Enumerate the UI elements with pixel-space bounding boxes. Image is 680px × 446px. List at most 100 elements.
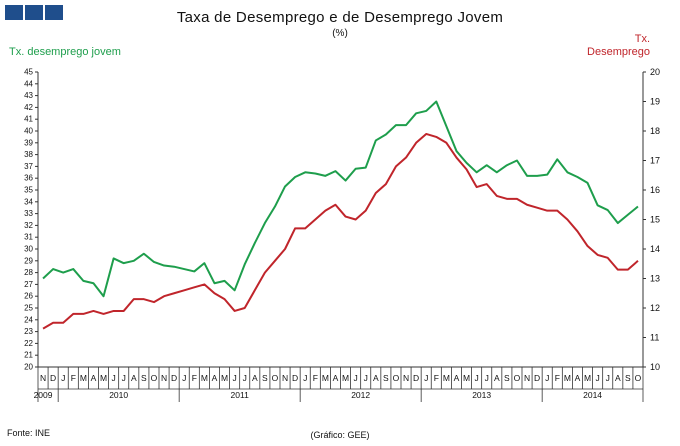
month-tick-label: D xyxy=(534,373,540,383)
left-axis-tick-label: 44 xyxy=(24,79,33,88)
month-tick-label: J xyxy=(606,373,610,383)
month-tick-label: M xyxy=(80,373,87,383)
month-tick-label: A xyxy=(575,373,581,383)
right-axis-tick-label: 14 xyxy=(650,244,660,254)
left-axis-legend: Tx. desemprego jovem xyxy=(9,46,121,58)
left-axis-tick-label: 20 xyxy=(24,363,33,372)
month-tick-label: N xyxy=(282,373,288,383)
month-tick-label: A xyxy=(333,373,339,383)
month-tick-label: O xyxy=(272,373,279,383)
chart-credit: (Gráfico: GEE) xyxy=(310,430,370,440)
logo-block xyxy=(25,5,43,20)
month-tick-label: J xyxy=(424,373,428,383)
left-axis-tick-label: 32 xyxy=(24,221,33,230)
total-unemployment-line xyxy=(42,132,639,330)
month-tick-label: J xyxy=(475,373,479,383)
right-legend-line1: Tx. xyxy=(634,33,650,45)
month-tick-label: D xyxy=(171,373,177,383)
month-tick-label: A xyxy=(131,373,137,383)
month-tick-label: F xyxy=(192,373,197,383)
month-tick-label: M xyxy=(564,373,571,383)
month-tick-label: A xyxy=(454,373,460,383)
month-tick-label: M xyxy=(443,373,450,383)
left-axis-tick-label: 41 xyxy=(24,115,33,124)
month-tick-label: J xyxy=(545,373,549,383)
month-tick-label: O xyxy=(393,373,400,383)
month-tick-label: M xyxy=(463,373,470,383)
month-tick-label: N xyxy=(161,373,167,383)
left-axis-tick-label: 45 xyxy=(24,68,33,77)
right-axis-tick-label: 15 xyxy=(650,215,660,225)
month-tick-label: A xyxy=(494,373,500,383)
month-tick-label: A xyxy=(212,373,218,383)
month-tick-label: F xyxy=(71,373,76,383)
left-axis-tick-label: 42 xyxy=(24,103,33,112)
month-tick-label: A xyxy=(373,373,379,383)
month-tick-label: J xyxy=(596,373,600,383)
left-axis-tick-label: 34 xyxy=(24,197,33,206)
left-axis-tick-label: 33 xyxy=(24,209,33,218)
left-axis-tick-label: 22 xyxy=(24,339,33,348)
month-tick-label: D xyxy=(292,373,298,383)
left-axis-tick-label: 28 xyxy=(24,268,33,277)
month-tick-label: J xyxy=(182,373,186,383)
month-tick-label: J xyxy=(112,373,116,383)
right-axis-tick-label: 20 xyxy=(650,67,660,77)
left-axis-tick-label: 21 xyxy=(24,351,33,360)
left-axis-tick-label: 39 xyxy=(24,138,33,147)
logo-block xyxy=(5,5,23,20)
month-tick-label: M xyxy=(201,373,208,383)
left-axis-tick-label: 29 xyxy=(24,256,33,265)
month-tick-label: A xyxy=(91,373,97,383)
month-tick-label: J xyxy=(122,373,126,383)
right-axis-tick-label: 12 xyxy=(650,303,660,313)
month-tick-label: J xyxy=(243,373,247,383)
right-axis-tick-label: 16 xyxy=(650,185,660,195)
year-label: 2011 xyxy=(231,390,250,400)
month-tick-label: S xyxy=(625,373,631,383)
year-label: 2010 xyxy=(109,390,128,400)
left-axis-tick-label: 36 xyxy=(24,174,33,183)
month-tick-label: M xyxy=(584,373,591,383)
right-axis-tick-label: 11 xyxy=(650,333,659,343)
year-label: 2012 xyxy=(351,390,370,400)
month-tick-label: D xyxy=(50,373,56,383)
chart-title: Taxa de Desemprego e de Desemprego Jovem xyxy=(176,9,504,26)
month-tick-label: O xyxy=(514,373,521,383)
right-axis-tick-label: 18 xyxy=(650,126,660,136)
month-tick-label: J xyxy=(233,373,237,383)
month-tick-label: F xyxy=(555,373,560,383)
chart-subtitle: (%) xyxy=(332,28,348,39)
source-note: Fonte: INE xyxy=(7,428,51,438)
month-tick-label: S xyxy=(262,373,268,383)
left-axis-tick-label: 38 xyxy=(24,150,33,159)
month-tick-label: M xyxy=(100,373,107,383)
left-axis-tick-label: 27 xyxy=(24,280,33,289)
month-tick-label: O xyxy=(635,373,642,383)
month-tick-label: F xyxy=(434,373,439,383)
right-legend-line2: Desemprego xyxy=(587,46,650,58)
month-tick-label: D xyxy=(413,373,419,383)
month-tick-label: J xyxy=(303,373,307,383)
month-tick-label: M xyxy=(322,373,329,383)
left-axis-tick-label: 43 xyxy=(24,91,33,100)
month-tick-label: S xyxy=(383,373,389,383)
left-axis-tick-label: 24 xyxy=(24,315,33,324)
youth-unemployment-line xyxy=(42,100,639,298)
month-tick-label: F xyxy=(313,373,318,383)
left-axis-tick-label: 25 xyxy=(24,304,33,313)
month-tick-label: S xyxy=(504,373,510,383)
logo-block xyxy=(45,5,63,20)
left-axis-tick-label: 40 xyxy=(24,127,33,136)
year-label: 2013 xyxy=(472,390,491,400)
left-axis-tick-label: 26 xyxy=(24,292,33,301)
month-tick-label: M xyxy=(342,373,349,383)
month-tick-label: J xyxy=(364,373,368,383)
month-tick-label: J xyxy=(61,373,65,383)
left-axis-tick-label: 23 xyxy=(24,327,33,336)
month-tick-label: A xyxy=(252,373,258,383)
year-label: 2009 xyxy=(34,390,53,400)
month-tick-label: J xyxy=(354,373,358,383)
month-tick-label: N xyxy=(524,373,530,383)
right-axis-tick-label: 10 xyxy=(650,362,660,372)
